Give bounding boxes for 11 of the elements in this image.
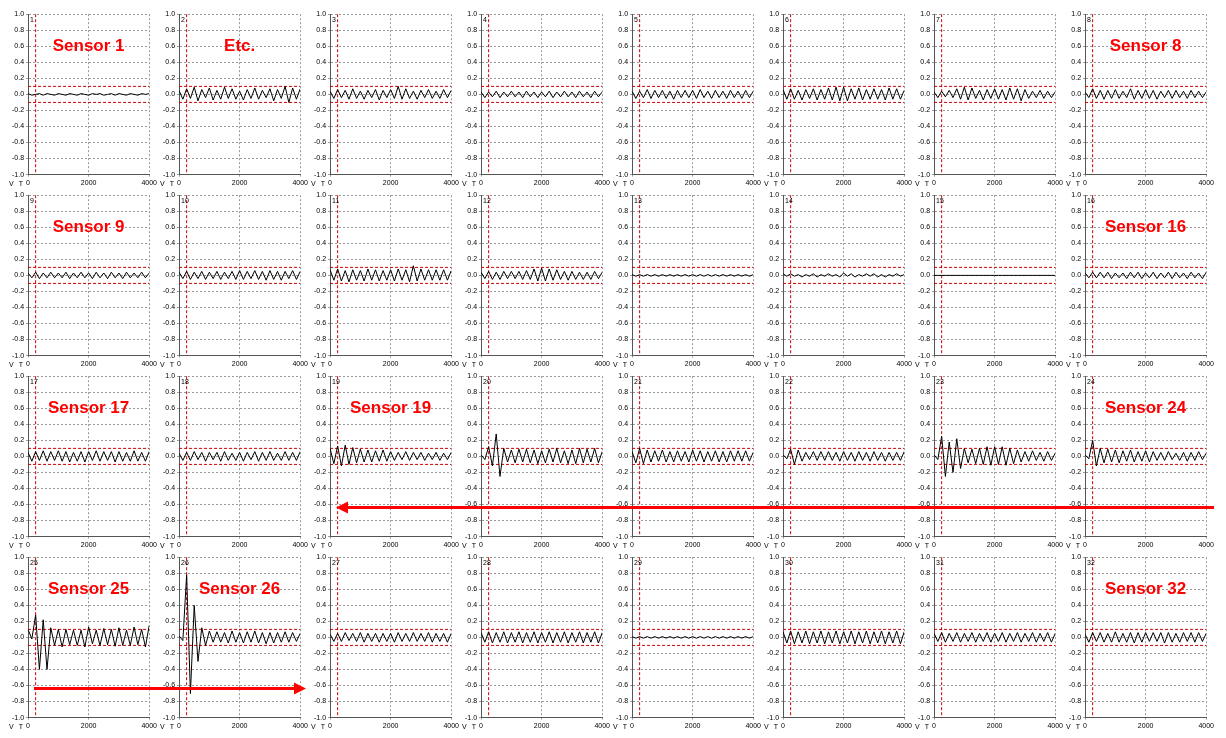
- annotation: Sensor 17: [48, 397, 130, 417]
- annotation: Sensor 9: [52, 216, 125, 236]
- annotation: Sensor 1: [52, 35, 125, 55]
- annotation: Sensor 26: [199, 578, 281, 598]
- annotation: Sensor 32: [1105, 578, 1187, 598]
- annotation: Sensor 24: [1105, 397, 1187, 417]
- annotation: Etc.: [224, 35, 256, 55]
- annotation: Sensor 19: [350, 397, 432, 417]
- annotation: Sensor 25: [48, 578, 130, 598]
- annotation: Sensor 8: [1109, 35, 1182, 55]
- annotation: Sensor 16: [1105, 216, 1187, 236]
